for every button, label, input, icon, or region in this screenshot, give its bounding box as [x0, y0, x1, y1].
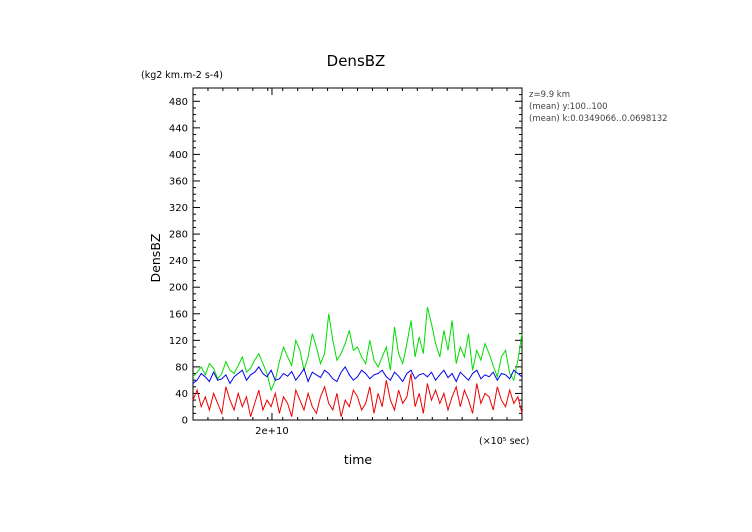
y-tick-label: 360	[169, 176, 188, 187]
x-axis-ticks: 2e+10	[192, 88, 523, 437]
y-tick-label: 160	[169, 309, 188, 320]
y-tick-label: 320	[169, 203, 188, 214]
x-scale-label: (×10⁵ sec)	[479, 436, 529, 447]
y-tick-label: 200	[169, 283, 188, 294]
y-axis-label: DensBZ	[148, 234, 163, 283]
y-tick-label: 440	[169, 123, 188, 134]
y-tick-label: 40	[175, 389, 188, 400]
series-line-2	[192, 373, 523, 417]
y-tick-label: 80	[175, 362, 188, 373]
x-tick-label: 2e+10	[255, 426, 289, 437]
y-tick-label: 480	[169, 97, 188, 108]
x-axis-label: time	[344, 452, 373, 467]
info-line-2: (mean) k:0.0349066..0.0698132	[529, 114, 668, 124]
y-tick-label: 120	[169, 336, 188, 347]
y-tick-label: 240	[169, 256, 188, 267]
y-tick-label: 0	[182, 416, 188, 427]
y-tick-label: 280	[169, 230, 188, 241]
series-line-0	[192, 306, 523, 392]
series-line-1	[192, 365, 523, 385]
chart-title: DensBZ	[327, 52, 386, 70]
info-line-0: z=9.9 km	[529, 90, 570, 100]
y-axis-ticks: 0 40 80 120 160 200 240 280 320 360 400 440 480	[169, 94, 522, 427]
y-tick-label: 400	[169, 150, 188, 161]
units-label: (kg2 km.m-2 s-4)	[141, 70, 223, 81]
series-layer	[192, 306, 523, 417]
info-line-1: (mean) y:100..100	[529, 102, 608, 112]
